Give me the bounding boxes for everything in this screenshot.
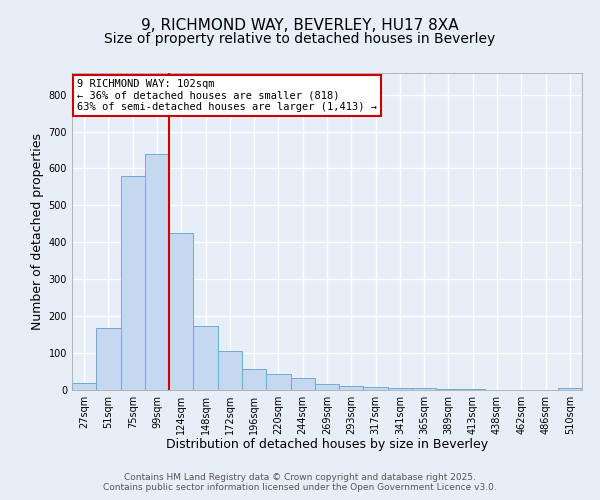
Text: Contains public sector information licensed under the Open Government Licence v3: Contains public sector information licen… xyxy=(103,484,497,492)
Bar xyxy=(266,374,290,390)
Bar xyxy=(121,176,145,390)
Bar xyxy=(364,386,388,390)
Bar xyxy=(315,384,339,390)
Text: 9 RICHMOND WAY: 102sqm
← 36% of detached houses are smaller (818)
63% of semi-de: 9 RICHMOND WAY: 102sqm ← 36% of detached… xyxy=(77,79,377,112)
Bar xyxy=(96,328,121,390)
Bar xyxy=(436,389,461,390)
Bar xyxy=(242,369,266,390)
Y-axis label: Number of detached properties: Number of detached properties xyxy=(31,132,44,330)
Bar xyxy=(412,388,436,390)
Text: 9, RICHMOND WAY, BEVERLEY, HU17 8XA: 9, RICHMOND WAY, BEVERLEY, HU17 8XA xyxy=(141,18,459,32)
Bar xyxy=(72,384,96,390)
Bar xyxy=(218,351,242,390)
Bar xyxy=(145,154,169,390)
Bar xyxy=(339,386,364,390)
Bar xyxy=(290,378,315,390)
Text: Size of property relative to detached houses in Beverley: Size of property relative to detached ho… xyxy=(104,32,496,46)
X-axis label: Distribution of detached houses by size in Beverley: Distribution of detached houses by size … xyxy=(166,438,488,452)
Bar xyxy=(169,234,193,390)
Text: Contains HM Land Registry data © Crown copyright and database right 2025.: Contains HM Land Registry data © Crown c… xyxy=(124,474,476,482)
Bar xyxy=(193,326,218,390)
Bar xyxy=(388,388,412,390)
Bar xyxy=(558,388,582,390)
